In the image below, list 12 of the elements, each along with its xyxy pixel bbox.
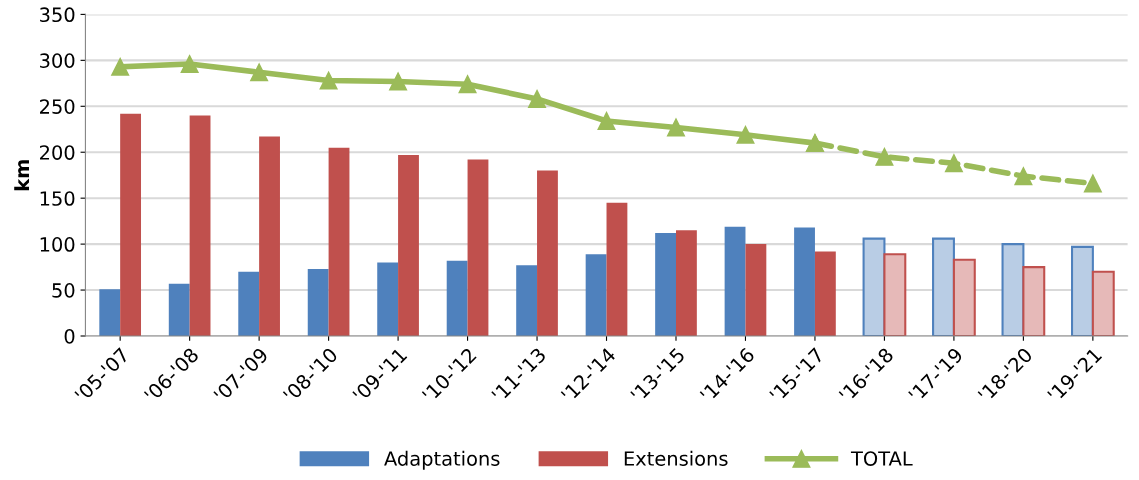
y-tick-label: 0	[64, 328, 75, 344]
y-tick-label: 300	[40, 53, 75, 69]
y-tick-label: 50	[52, 283, 75, 298]
legend-label: Adaptations	[384, 450, 500, 470]
y-tick-label: 350	[40, 7, 75, 23]
legend-label: Extensions	[624, 450, 728, 466]
y-axis-title: km	[14, 160, 29, 191]
y-tick-label: 150	[40, 191, 75, 206]
y-tick-label: 200	[40, 145, 75, 160]
legend-label: TOTAL	[850, 451, 913, 466]
y-tick-label: 100	[40, 237, 75, 252]
y-tick-label: 250	[40, 99, 75, 114]
